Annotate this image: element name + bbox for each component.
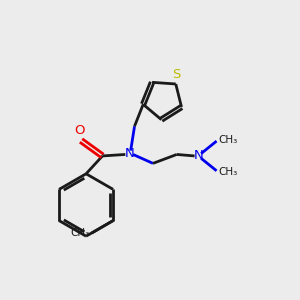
Text: O: O <box>74 124 85 137</box>
Text: S: S <box>172 68 181 81</box>
Text: N: N <box>124 147 134 160</box>
Text: CH₃: CH₃ <box>218 167 237 177</box>
Text: CH₃: CH₃ <box>70 228 89 238</box>
Text: CH₃: CH₃ <box>218 135 237 145</box>
Text: N: N <box>193 148 203 162</box>
